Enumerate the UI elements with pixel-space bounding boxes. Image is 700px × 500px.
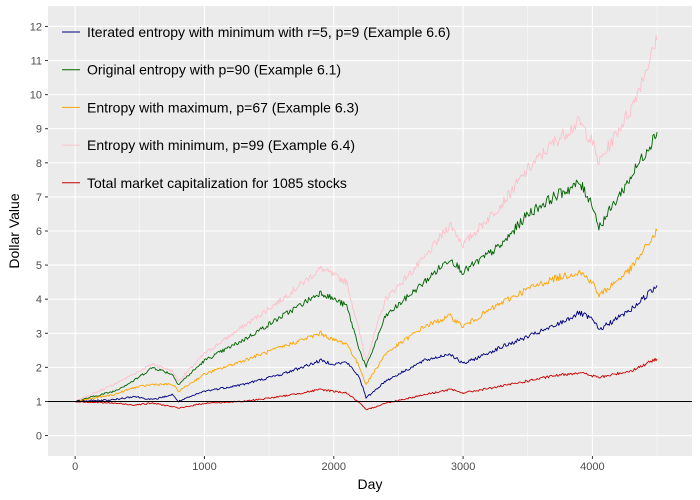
x-tick-label: 1000 bbox=[192, 461, 216, 473]
series-layer bbox=[74, 34, 658, 411]
series-line-4 bbox=[75, 34, 658, 402]
series-line-5 bbox=[75, 357, 658, 411]
series-line-2 bbox=[75, 132, 658, 403]
y-tick-label: 5 bbox=[36, 260, 42, 272]
legend-label-5: Total market capitalization for 1085 sto… bbox=[87, 175, 347, 191]
x-axis: 0 1000 2000 3000 4000 bbox=[72, 456, 605, 473]
legend-label-3: Entropy with maximum, p=67 (Example 6.3) bbox=[87, 99, 359, 115]
y-tick-label: 0 bbox=[36, 431, 42, 443]
grid-major bbox=[48, 6, 692, 456]
y-tick-label: 9 bbox=[36, 124, 42, 136]
x-tick-label: 2000 bbox=[322, 461, 346, 473]
x-tick-label: 4000 bbox=[580, 461, 604, 473]
x-tick-label: 3000 bbox=[451, 461, 475, 473]
y-tick-label: 6 bbox=[36, 226, 42, 238]
y-tick-label: 7 bbox=[36, 192, 42, 204]
legend-label-4: Entropy with minimum, p=99 (Example 6.4) bbox=[87, 137, 355, 153]
y-axis-title: Dollar Value bbox=[6, 193, 22, 268]
x-tick-label: 0 bbox=[72, 461, 78, 473]
series-line-1 bbox=[74, 285, 658, 403]
y-tick-label: 8 bbox=[36, 158, 42, 170]
y-tick-label: 1 bbox=[36, 396, 42, 408]
series-line-3 bbox=[74, 228, 658, 403]
legend: Iterated entropy with minimum with r=5, … bbox=[62, 24, 450, 191]
y-tick-label: 4 bbox=[36, 294, 42, 306]
y-tick-label: 3 bbox=[36, 328, 42, 340]
y-tick-label: 10 bbox=[30, 90, 42, 102]
y-tick-label: 12 bbox=[30, 21, 42, 33]
legend-label-1: Iterated entropy with minimum with r=5, … bbox=[87, 24, 450, 40]
y-tick-label: 2 bbox=[36, 362, 42, 374]
y-tick-label: 11 bbox=[31, 56, 42, 68]
legend-label-2: Original entropy with p=90 (Example 6.1) bbox=[87, 62, 341, 78]
x-axis-title: Day bbox=[358, 476, 383, 492]
